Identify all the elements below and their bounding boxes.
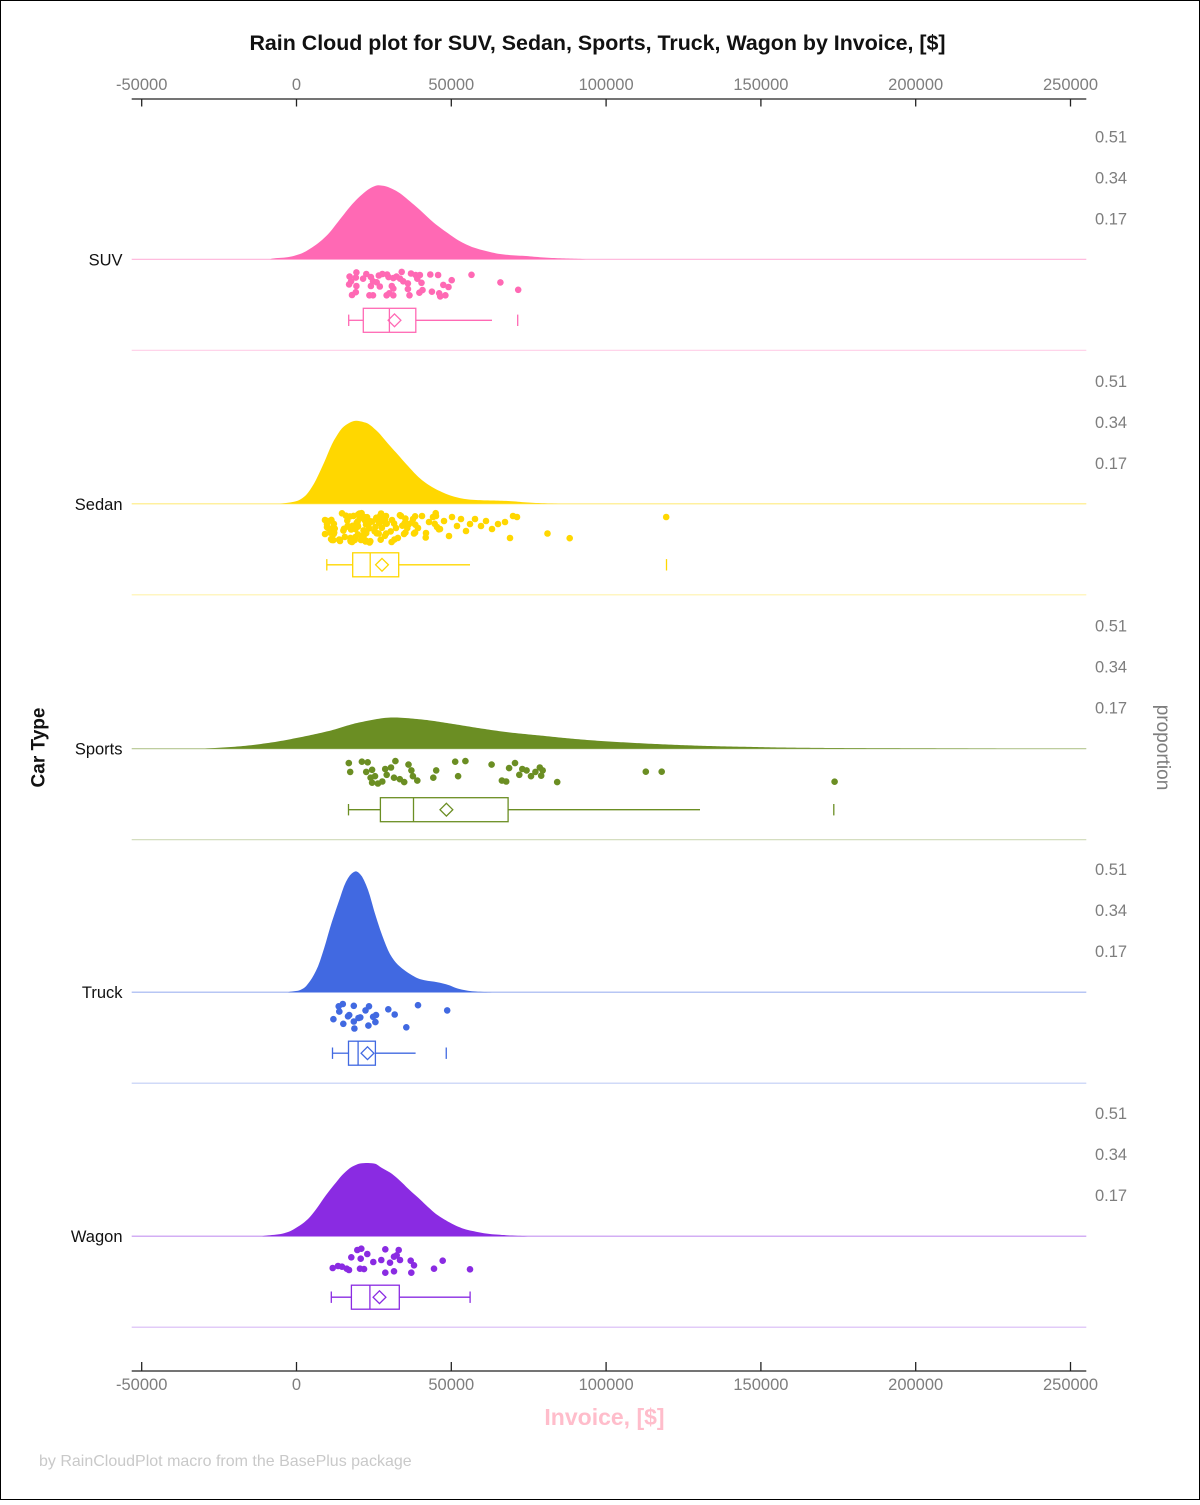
svg-text:0.17: 0.17 [1095,455,1127,473]
svg-text:150000: 150000 [733,76,788,94]
svg-text:200000: 200000 [888,1376,943,1394]
svg-text:0.34: 0.34 [1095,169,1127,187]
svg-text:0.34: 0.34 [1095,659,1127,677]
svg-text:100000: 100000 [579,1376,634,1394]
svg-text:0.34: 0.34 [1095,414,1127,432]
svg-text:0.51: 0.51 [1095,861,1127,879]
svg-text:Wagon: Wagon [71,1228,123,1246]
svg-text:Invoice, [$]: Invoice, [$] [544,1404,664,1430]
svg-text:by RainCloudPlot macro from th: by RainCloudPlot macro from the BasePlus… [39,1453,412,1470]
svg-text:0.51: 0.51 [1095,618,1127,636]
svg-text:proportion: proportion [1152,705,1173,791]
svg-text:50000: 50000 [428,76,474,94]
svg-text:50000: 50000 [428,1376,474,1394]
svg-text:0.51: 0.51 [1095,128,1127,146]
svg-text:200000: 200000 [888,76,943,94]
svg-text:0.51: 0.51 [1095,1105,1127,1123]
svg-text:0.51: 0.51 [1095,373,1127,391]
svg-text:0.17: 0.17 [1095,700,1127,718]
svg-text:0: 0 [292,1376,301,1394]
svg-text:SUV: SUV [89,251,123,269]
svg-text:0.34: 0.34 [1095,902,1127,920]
svg-text:250000: 250000 [1043,1376,1098,1394]
svg-text:150000: 150000 [733,1376,788,1394]
svg-text:Sedan: Sedan [75,496,123,514]
svg-text:Rain Cloud plot for SUV, Sedan: Rain Cloud plot for SUV, Sedan, Sports, … [249,31,945,55]
svg-text:-50000: -50000 [116,1376,167,1394]
svg-text:0.17: 0.17 [1095,1187,1127,1205]
svg-text:0.34: 0.34 [1095,1146,1127,1164]
svg-text:Sports: Sports [75,741,123,759]
svg-text:100000: 100000 [579,76,634,94]
svg-text:Truck: Truck [82,984,123,1002]
svg-text:250000: 250000 [1043,76,1098,94]
svg-text:-50000: -50000 [116,76,167,94]
svg-text:0: 0 [292,76,301,94]
svg-text:0.17: 0.17 [1095,943,1127,961]
svg-text:Car Type: Car Type [29,708,50,788]
svg-text:0.17: 0.17 [1095,210,1127,228]
